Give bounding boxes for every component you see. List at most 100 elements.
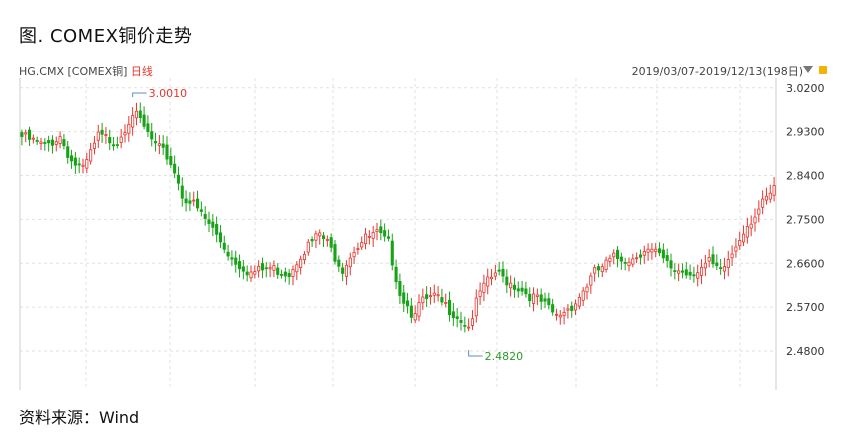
candle-body: [234, 257, 238, 265]
candle-body: [455, 316, 459, 319]
candle-body: [249, 271, 253, 279]
candle-body: [734, 246, 738, 252]
candle-body: [363, 233, 368, 245]
candle-body: [512, 284, 516, 290]
candle-body: [562, 311, 566, 317]
candle-body: [226, 251, 230, 257]
candle-body: [325, 239, 329, 241]
candle-body: [470, 318, 474, 326]
y-tick-label: 2.9300: [786, 126, 825, 139]
candle-body: [383, 230, 387, 237]
candle-body: [516, 288, 520, 292]
candle-body: [486, 276, 490, 287]
candle-body: [54, 141, 58, 145]
candle-body: [619, 256, 623, 262]
y-tick-label: 2.4800: [786, 345, 825, 358]
lock-icon[interactable]: [819, 66, 827, 74]
candle-body: [100, 129, 104, 135]
candle-body: [524, 288, 528, 295]
candle-body: [176, 174, 181, 184]
source-note: 资料来源：Wind: [19, 408, 140, 427]
candle-body: [600, 266, 604, 273]
candle-body: [188, 200, 192, 204]
candle-body: [199, 209, 203, 212]
candle-body: [574, 303, 578, 311]
candle-body: [761, 198, 765, 208]
candle-body: [444, 301, 448, 304]
candle-body: [165, 144, 169, 160]
y-tick-label: 2.7500: [786, 213, 825, 226]
candle-body: [417, 302, 421, 317]
candle-body: [367, 236, 371, 238]
candle-body: [299, 258, 303, 268]
candle-body: [89, 149, 93, 162]
candle-body: [329, 237, 333, 248]
candle-body: [215, 224, 219, 235]
candle-body: [520, 287, 524, 292]
candle-body: [581, 290, 585, 301]
candle-body: [150, 131, 154, 140]
candle-body: [684, 269, 688, 276]
candle-body: [333, 244, 337, 262]
candle-body: [501, 268, 505, 277]
candle-body: [195, 198, 200, 209]
candle-body: [738, 240, 742, 247]
candle-body: [425, 294, 429, 300]
candle-body: [260, 263, 264, 271]
candle-body: [474, 297, 478, 317]
high-annotation: 3.0010: [149, 87, 188, 100]
candle-body: [757, 208, 761, 215]
low-annotation: 2.4820: [485, 350, 524, 363]
date-range-label[interactable]: 2019/03/07-2019/12/13(198日): [631, 65, 803, 78]
candle-body: [207, 219, 211, 224]
candle-body: [585, 286, 589, 293]
candle-body: [62, 139, 66, 147]
candle-body: [241, 266, 245, 272]
candle-body: [58, 136, 62, 145]
candle-body: [661, 249, 665, 259]
candle-body: [184, 198, 188, 204]
candle-body: [509, 282, 513, 289]
candle-body: [451, 311, 455, 319]
candle-body: [127, 123, 131, 134]
candle-body: [24, 132, 28, 135]
period-label[interactable]: 日线: [130, 65, 153, 78]
candle-body: [344, 264, 348, 277]
candle-body: [467, 326, 471, 329]
candle-body: [593, 267, 597, 274]
candle-body: [302, 253, 306, 261]
candle-body: [222, 242, 226, 250]
candle-body: [497, 269, 501, 272]
candle-body: [692, 274, 696, 277]
candle-body: [314, 233, 318, 241]
y-tick-label: 2.5700: [786, 301, 825, 314]
candle-body: [142, 114, 146, 127]
candle-body: [478, 290, 482, 298]
candle-body: [447, 299, 452, 316]
candle-body: [131, 115, 135, 128]
candle-body: [570, 305, 574, 311]
candle-body: [268, 267, 272, 270]
candle-body: [169, 155, 173, 166]
candle-body: [742, 233, 746, 243]
candle-body: [482, 282, 486, 293]
candle-body: [764, 195, 768, 201]
candle-body: [173, 163, 177, 174]
candle-body: [707, 257, 711, 262]
candle-body: [436, 294, 440, 297]
ticker-label: HG.CMX [COMEX铜]: [19, 65, 128, 78]
candle-body: [108, 137, 112, 144]
candle-body: [715, 262, 719, 267]
y-tick-label: 2.6600: [786, 257, 825, 270]
candle-body: [321, 235, 326, 240]
high-marker-line: [132, 92, 147, 98]
candle-body: [402, 292, 406, 304]
candle-body: [337, 259, 341, 267]
candle-body: [253, 271, 257, 275]
candle-body: [20, 132, 24, 137]
candle-body: [390, 240, 394, 266]
triangle-down-icon[interactable]: [803, 66, 813, 73]
candle-body: [318, 232, 322, 237]
candle-body: [104, 134, 108, 136]
